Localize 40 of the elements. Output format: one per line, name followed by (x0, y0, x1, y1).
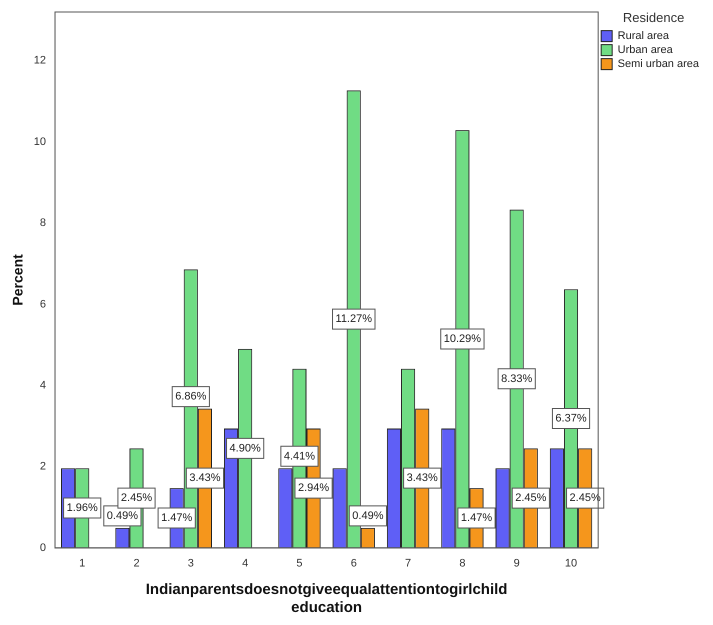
x-tick-label: 4 (242, 557, 248, 570)
data-label: 10.29% (444, 332, 482, 345)
y-tick-label: 8 (40, 217, 46, 230)
data-label: 6.37% (555, 412, 587, 425)
x-tick-label: 10 (564, 557, 578, 570)
x-axis-title: Indianparentsdoesnotgiveequalattentiontogirlchild education (146, 581, 508, 616)
legend-label: Rural area (618, 30, 670, 42)
data-label: 0.49% (106, 510, 138, 522)
data-label: 4.90% (230, 442, 261, 454)
data-label: 4.41% (284, 450, 316, 462)
data-label: 1.47% (460, 512, 492, 524)
x-tick-label: 5 (296, 557, 303, 570)
data-label: 0.49% (352, 510, 384, 522)
y-tick-label: 0 (40, 542, 46, 554)
legend-title: Residence (622, 10, 684, 26)
y-tick-label: 6 (40, 298, 46, 310)
legend-label: Urban area (618, 44, 674, 56)
x-tick-label: 9 (514, 557, 520, 570)
y-tick-label: 2 (40, 460, 46, 473)
x-tick-label: 1 (79, 557, 86, 570)
data-label: 2.45% (515, 492, 547, 504)
y-tick-label: 4 (40, 379, 46, 392)
y-tick-label: 10 (34, 136, 46, 148)
data-label: 2.94% (298, 482, 330, 494)
data-label: 6.86% (175, 390, 207, 403)
data-label: 1.96% (66, 502, 98, 514)
x-tick-label: 6 (350, 557, 357, 570)
x-tick-label: 3 (188, 557, 194, 570)
data-label: 2.45% (120, 492, 152, 504)
x-tick-label: 7 (405, 557, 412, 570)
x-tick-label: 8 (459, 557, 466, 570)
legend-label: Semi urban area (618, 58, 700, 70)
data-label: 3.43% (406, 472, 438, 484)
data-label: 11.27% (336, 313, 372, 326)
x-tick-label: 2 (133, 557, 140, 570)
y-axis-title: Percent (9, 254, 26, 306)
data-label: 8.33% (501, 372, 533, 385)
data-label: 1.47% (161, 512, 193, 524)
y-tick-label: 12 (34, 54, 46, 67)
data-label: 3.43% (189, 472, 221, 484)
